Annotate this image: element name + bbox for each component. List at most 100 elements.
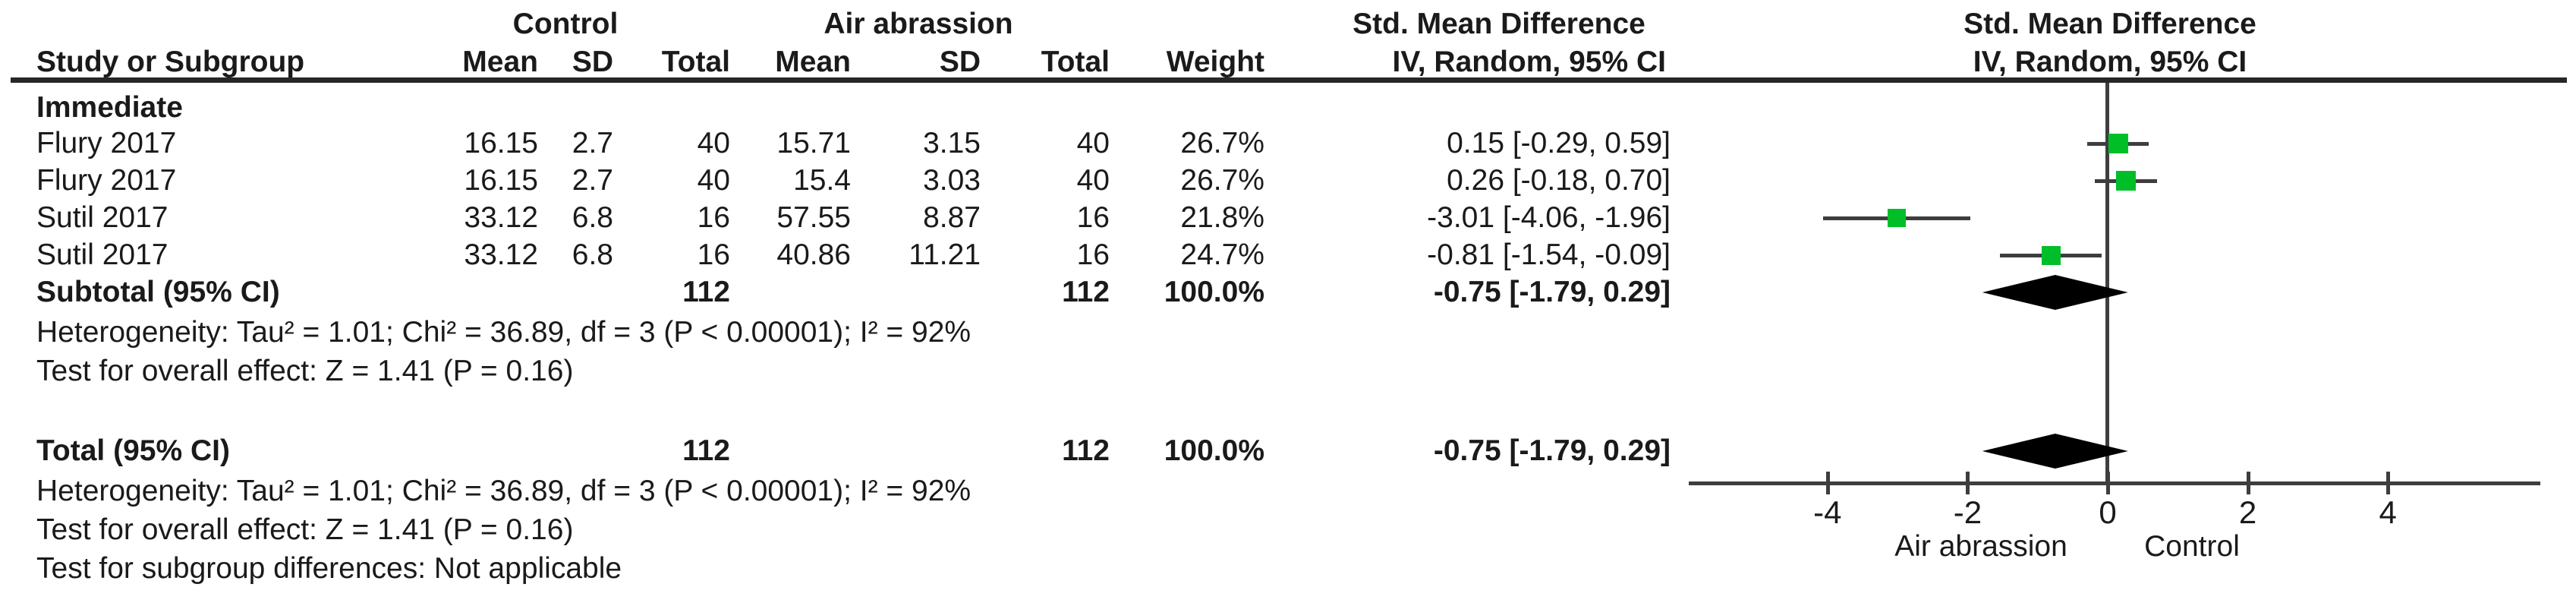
axis-label-air-abrasion: Air abrassion xyxy=(1894,530,2067,563)
study-row: Flury 2017 16.15 2.7 40 15.71 3.15 40 26… xyxy=(0,125,2576,162)
air-total: 40 xyxy=(1076,164,1110,197)
control-mean: 16.15 xyxy=(464,127,538,159)
air-total: 16 xyxy=(1076,238,1110,271)
air-total-header: Total xyxy=(1041,46,1110,78)
x-axis-tick-label: -2 xyxy=(1953,494,1982,530)
control-mean: 33.12 xyxy=(464,238,538,271)
study-label: Sutil 2017 xyxy=(36,201,168,234)
zero-effect-line xyxy=(2105,83,2109,483)
study-label: Flury 2017 xyxy=(36,164,177,197)
air-mean: 40.86 xyxy=(776,238,851,271)
x-axis-tick-label: 0 xyxy=(2099,494,2117,530)
control-total-header: Total xyxy=(661,46,730,78)
iv-plot-column-header: IV, Random, 95% CI xyxy=(1973,46,2247,78)
study-label: Sutil 2017 xyxy=(36,238,168,271)
control-group-header: Control xyxy=(512,8,619,40)
x-axis-tick xyxy=(1966,472,1970,494)
x-axis-tick xyxy=(2386,472,2391,494)
air-mean: 15.71 xyxy=(776,127,851,159)
control-total: 40 xyxy=(697,127,730,159)
smd-ci-value: 0.26 [-0.18, 0.70] xyxy=(1447,164,1671,197)
control-mean: 33.12 xyxy=(464,201,538,234)
air-mean: 57.55 xyxy=(776,201,851,234)
air-mean: 15.4 xyxy=(793,164,851,197)
control-sd: 2.7 xyxy=(572,164,613,197)
x-axis-tick xyxy=(1825,472,1830,494)
subtotal-air-total: 112 xyxy=(1062,276,1110,308)
air-sd: 8.87 xyxy=(923,201,981,234)
smd-ci-value: 0.15 [-0.29, 0.59] xyxy=(1447,127,1671,159)
air-sd-header: SD xyxy=(939,46,981,78)
subtotal-weight: 100.0% xyxy=(1164,276,1264,308)
control-mean: 16.15 xyxy=(464,164,538,197)
control-sd-header: SD xyxy=(572,46,613,78)
study-row: Sutil 2017 33.12 6.8 16 57.55 8.87 16 21… xyxy=(0,200,2576,236)
heterogeneity-row: Heterogeneity: Tau² = 1.01; Chi² = 36.89… xyxy=(0,314,2576,351)
subtotal-smd-ci: -0.75 [-1.79, 0.29] xyxy=(1433,276,1671,308)
weight-value: 26.7% xyxy=(1180,127,1264,159)
header-divider xyxy=(11,77,2567,83)
smd-text-column-header: Std. Mean Difference xyxy=(1353,8,1645,40)
heterogeneity-text: Heterogeneity: Tau² = 1.01; Chi² = 36.89… xyxy=(36,316,972,349)
overall-effect-text: Test for overall effect: Z = 1.41 (P = 0… xyxy=(36,355,574,387)
smd-ci-value: -3.01 [-4.06, -1.96] xyxy=(1427,201,1671,234)
subtotal-label: Subtotal (95% CI) xyxy=(36,276,280,308)
subtotal-control-total: 112 xyxy=(682,276,730,308)
air-abrasion-group-header: Air abrassion xyxy=(824,8,1013,40)
air-sd: 3.15 xyxy=(923,127,981,159)
control-sd: 2.7 xyxy=(572,127,613,159)
x-axis-line xyxy=(1689,481,2540,485)
subgroup-difference-text: Test for subgroup differences: Not appli… xyxy=(36,552,622,585)
heterogeneity-row: Heterogeneity: Tau² = 1.01; Chi² = 36.89… xyxy=(0,473,2576,510)
air-mean-header: Mean xyxy=(775,46,851,78)
overall-effect-row: Test for overall effect: Z = 1.41 (P = 0… xyxy=(0,353,2576,390)
x-axis-tick xyxy=(2246,472,2250,494)
total-air-total: 112 xyxy=(1062,434,1110,467)
subgroup-header-row: Immediate xyxy=(0,90,2576,126)
control-total: 40 xyxy=(697,164,730,197)
control-total: 16 xyxy=(697,238,730,271)
heterogeneity-text: Heterogeneity: Tau² = 1.01; Chi² = 36.89… xyxy=(36,475,972,507)
effect-point-marker xyxy=(2108,134,2128,153)
overall-effect-row: Test for overall effect: Z = 1.41 (P = 0… xyxy=(0,512,2576,548)
study-label: Flury 2017 xyxy=(36,127,177,159)
effect-point-marker xyxy=(1888,209,1907,227)
weight-value: 24.7% xyxy=(1180,238,1264,271)
total-row: Total (95% CI) 112 112 100.0% -0.75 [-1.… xyxy=(0,433,2576,469)
control-sd: 6.8 xyxy=(572,238,613,271)
axis-label-control: Control xyxy=(2144,530,2240,563)
weight-value: 26.7% xyxy=(1180,164,1264,197)
smd-plot-column-header: Std. Mean Difference xyxy=(1963,8,2256,40)
subgroup-difference-row: Test for subgroup differences: Not appli… xyxy=(0,551,2576,587)
weight-value: 21.8% xyxy=(1180,201,1264,234)
weight-column-header: Weight xyxy=(1166,46,1264,78)
air-sd: 11.21 xyxy=(909,238,981,271)
smd-ci-value: -0.81 [-1.54, -0.09] xyxy=(1427,238,1671,271)
x-axis-tick xyxy=(2106,472,2110,494)
header-group-row: Control Air abrassion Std. Mean Differen… xyxy=(0,6,2576,43)
air-sd: 3.03 xyxy=(923,164,981,197)
header-column-row: Study or Subgroup Mean SD Total Mean SD … xyxy=(0,44,2576,81)
overall-effect-text: Test for overall effect: Z = 1.41 (P = 0… xyxy=(36,513,574,546)
air-total: 40 xyxy=(1076,127,1110,159)
effect-point-marker xyxy=(2115,171,2136,191)
total-label: Total (95% CI) xyxy=(36,434,230,467)
x-axis-tick-label: 2 xyxy=(2238,494,2257,530)
study-row: Sutil 2017 33.12 6.8 16 40.86 11.21 16 2… xyxy=(0,237,2576,273)
air-total: 16 xyxy=(1076,201,1110,234)
x-axis-tick-label: 4 xyxy=(2379,494,2397,530)
control-sd: 6.8 xyxy=(572,201,613,234)
total-weight: 100.0% xyxy=(1164,434,1264,467)
control-mean-header: Mean xyxy=(462,46,538,78)
effect-point-marker xyxy=(2041,245,2061,265)
x-axis-tick-label: -4 xyxy=(1813,494,1842,530)
subgroup-label: Immediate xyxy=(36,91,183,124)
study-column-header: Study or Subgroup xyxy=(36,46,305,78)
subtotal-row: Subtotal (95% CI) 112 112 100.0% -0.75 [… xyxy=(0,274,2576,311)
total-smd-ci: -0.75 [-1.79, 0.29] xyxy=(1433,434,1671,467)
iv-text-column-header: IV, Random, 95% CI xyxy=(1392,46,1666,78)
study-row: Flury 2017 16.15 2.7 40 15.4 3.03 40 26.… xyxy=(0,163,2576,199)
control-total: 16 xyxy=(697,201,730,234)
